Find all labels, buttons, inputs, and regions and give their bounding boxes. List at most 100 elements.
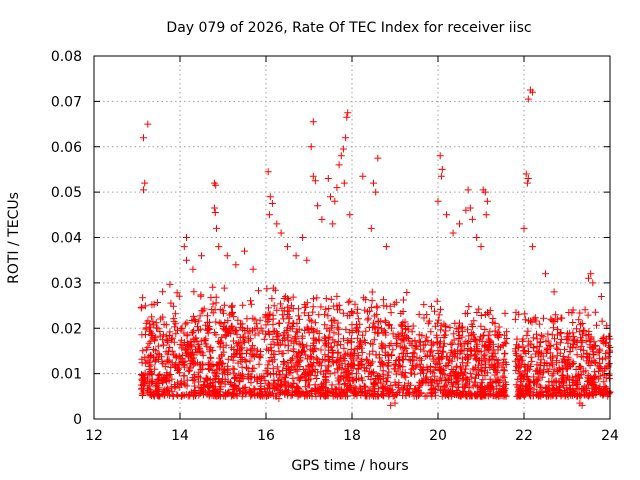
data-point bbox=[396, 343, 404, 351]
data-point bbox=[144, 120, 152, 128]
data-point bbox=[447, 341, 455, 348]
data-point bbox=[204, 382, 211, 390]
data-point bbox=[205, 322, 213, 330]
data-point bbox=[478, 379, 486, 387]
data-point bbox=[525, 337, 533, 345]
data-point bbox=[301, 369, 309, 377]
data-point bbox=[533, 361, 541, 369]
data-point bbox=[265, 304, 272, 312]
data-point bbox=[196, 312, 204, 320]
data-point bbox=[257, 348, 264, 355]
data-point bbox=[513, 392, 521, 400]
data-point bbox=[457, 347, 465, 355]
data-point bbox=[139, 294, 147, 302]
data-point bbox=[401, 381, 408, 389]
y-tick-label: 0.02 bbox=[51, 321, 82, 337]
data-point bbox=[403, 333, 411, 341]
data-point bbox=[483, 197, 491, 205]
data-point bbox=[307, 143, 315, 151]
data-point bbox=[302, 351, 310, 359]
data-point bbox=[292, 252, 300, 260]
data-point bbox=[385, 342, 393, 349]
data-point bbox=[561, 346, 568, 354]
data-point bbox=[544, 330, 552, 338]
data-point bbox=[278, 375, 286, 383]
data-point bbox=[402, 373, 410, 381]
data-point bbox=[435, 382, 443, 390]
data-point bbox=[270, 327, 278, 335]
data-point bbox=[524, 95, 532, 103]
data-point bbox=[357, 374, 365, 382]
data-point bbox=[279, 367, 287, 375]
data-point bbox=[216, 378, 224, 386]
data-point bbox=[420, 347, 428, 355]
data-point bbox=[466, 204, 474, 212]
data-point bbox=[190, 354, 198, 362]
data-point bbox=[346, 377, 354, 385]
data-point bbox=[382, 331, 390, 339]
data-point bbox=[591, 308, 599, 316]
data-point bbox=[423, 392, 431, 400]
data-point bbox=[521, 363, 529, 371]
data-point bbox=[269, 311, 277, 319]
data-point bbox=[512, 366, 520, 374]
data-point bbox=[273, 363, 281, 371]
data-point bbox=[147, 361, 155, 369]
data-point bbox=[456, 332, 464, 339]
data-point bbox=[350, 349, 358, 357]
data-point bbox=[465, 303, 473, 311]
data-point bbox=[451, 319, 459, 327]
data-point bbox=[336, 306, 344, 314]
data-point bbox=[273, 306, 281, 314]
data-point bbox=[590, 351, 598, 359]
data-point bbox=[485, 310, 493, 318]
data-point bbox=[435, 365, 443, 373]
data-point bbox=[321, 321, 329, 329]
data-point bbox=[400, 372, 408, 380]
data-point bbox=[448, 366, 456, 373]
data-point bbox=[399, 335, 407, 343]
data-point bbox=[238, 344, 246, 352]
data-point bbox=[238, 355, 246, 363]
data-point bbox=[554, 368, 562, 376]
data-point bbox=[543, 346, 551, 353]
data-point bbox=[571, 337, 578, 344]
data-point bbox=[493, 391, 501, 399]
data-point bbox=[233, 330, 241, 338]
data-point bbox=[262, 321, 270, 329]
data-point bbox=[195, 317, 203, 325]
data-point bbox=[383, 378, 391, 386]
data-point bbox=[190, 312, 198, 320]
data-point bbox=[523, 373, 531, 381]
x-tick-label: 18 bbox=[343, 428, 361, 444]
data-point bbox=[436, 152, 444, 160]
data-point bbox=[529, 243, 537, 251]
data-point bbox=[243, 324, 251, 332]
data-point bbox=[294, 312, 302, 320]
data-point bbox=[385, 368, 393, 376]
data-point bbox=[172, 320, 180, 328]
data-point bbox=[511, 357, 519, 365]
data-point bbox=[285, 296, 292, 304]
data-point bbox=[396, 362, 404, 370]
data-point bbox=[329, 316, 337, 324]
data-point bbox=[476, 336, 484, 344]
data-point bbox=[575, 362, 583, 370]
x-tick-label: 16 bbox=[257, 428, 275, 444]
data-point bbox=[269, 350, 277, 358]
data-point bbox=[330, 329, 338, 337]
data-point bbox=[333, 356, 341, 364]
data-point bbox=[140, 186, 147, 194]
data-point bbox=[183, 349, 191, 357]
data-point bbox=[448, 339, 456, 347]
data-point bbox=[369, 340, 377, 348]
data-point bbox=[354, 305, 362, 313]
data-point bbox=[261, 377, 269, 385]
data-point bbox=[375, 318, 383, 326]
data-point bbox=[572, 343, 580, 351]
data-point bbox=[164, 338, 172, 346]
data-point bbox=[172, 330, 180, 338]
data-point bbox=[303, 256, 311, 264]
data-point bbox=[369, 323, 377, 331]
data-point bbox=[209, 378, 217, 386]
